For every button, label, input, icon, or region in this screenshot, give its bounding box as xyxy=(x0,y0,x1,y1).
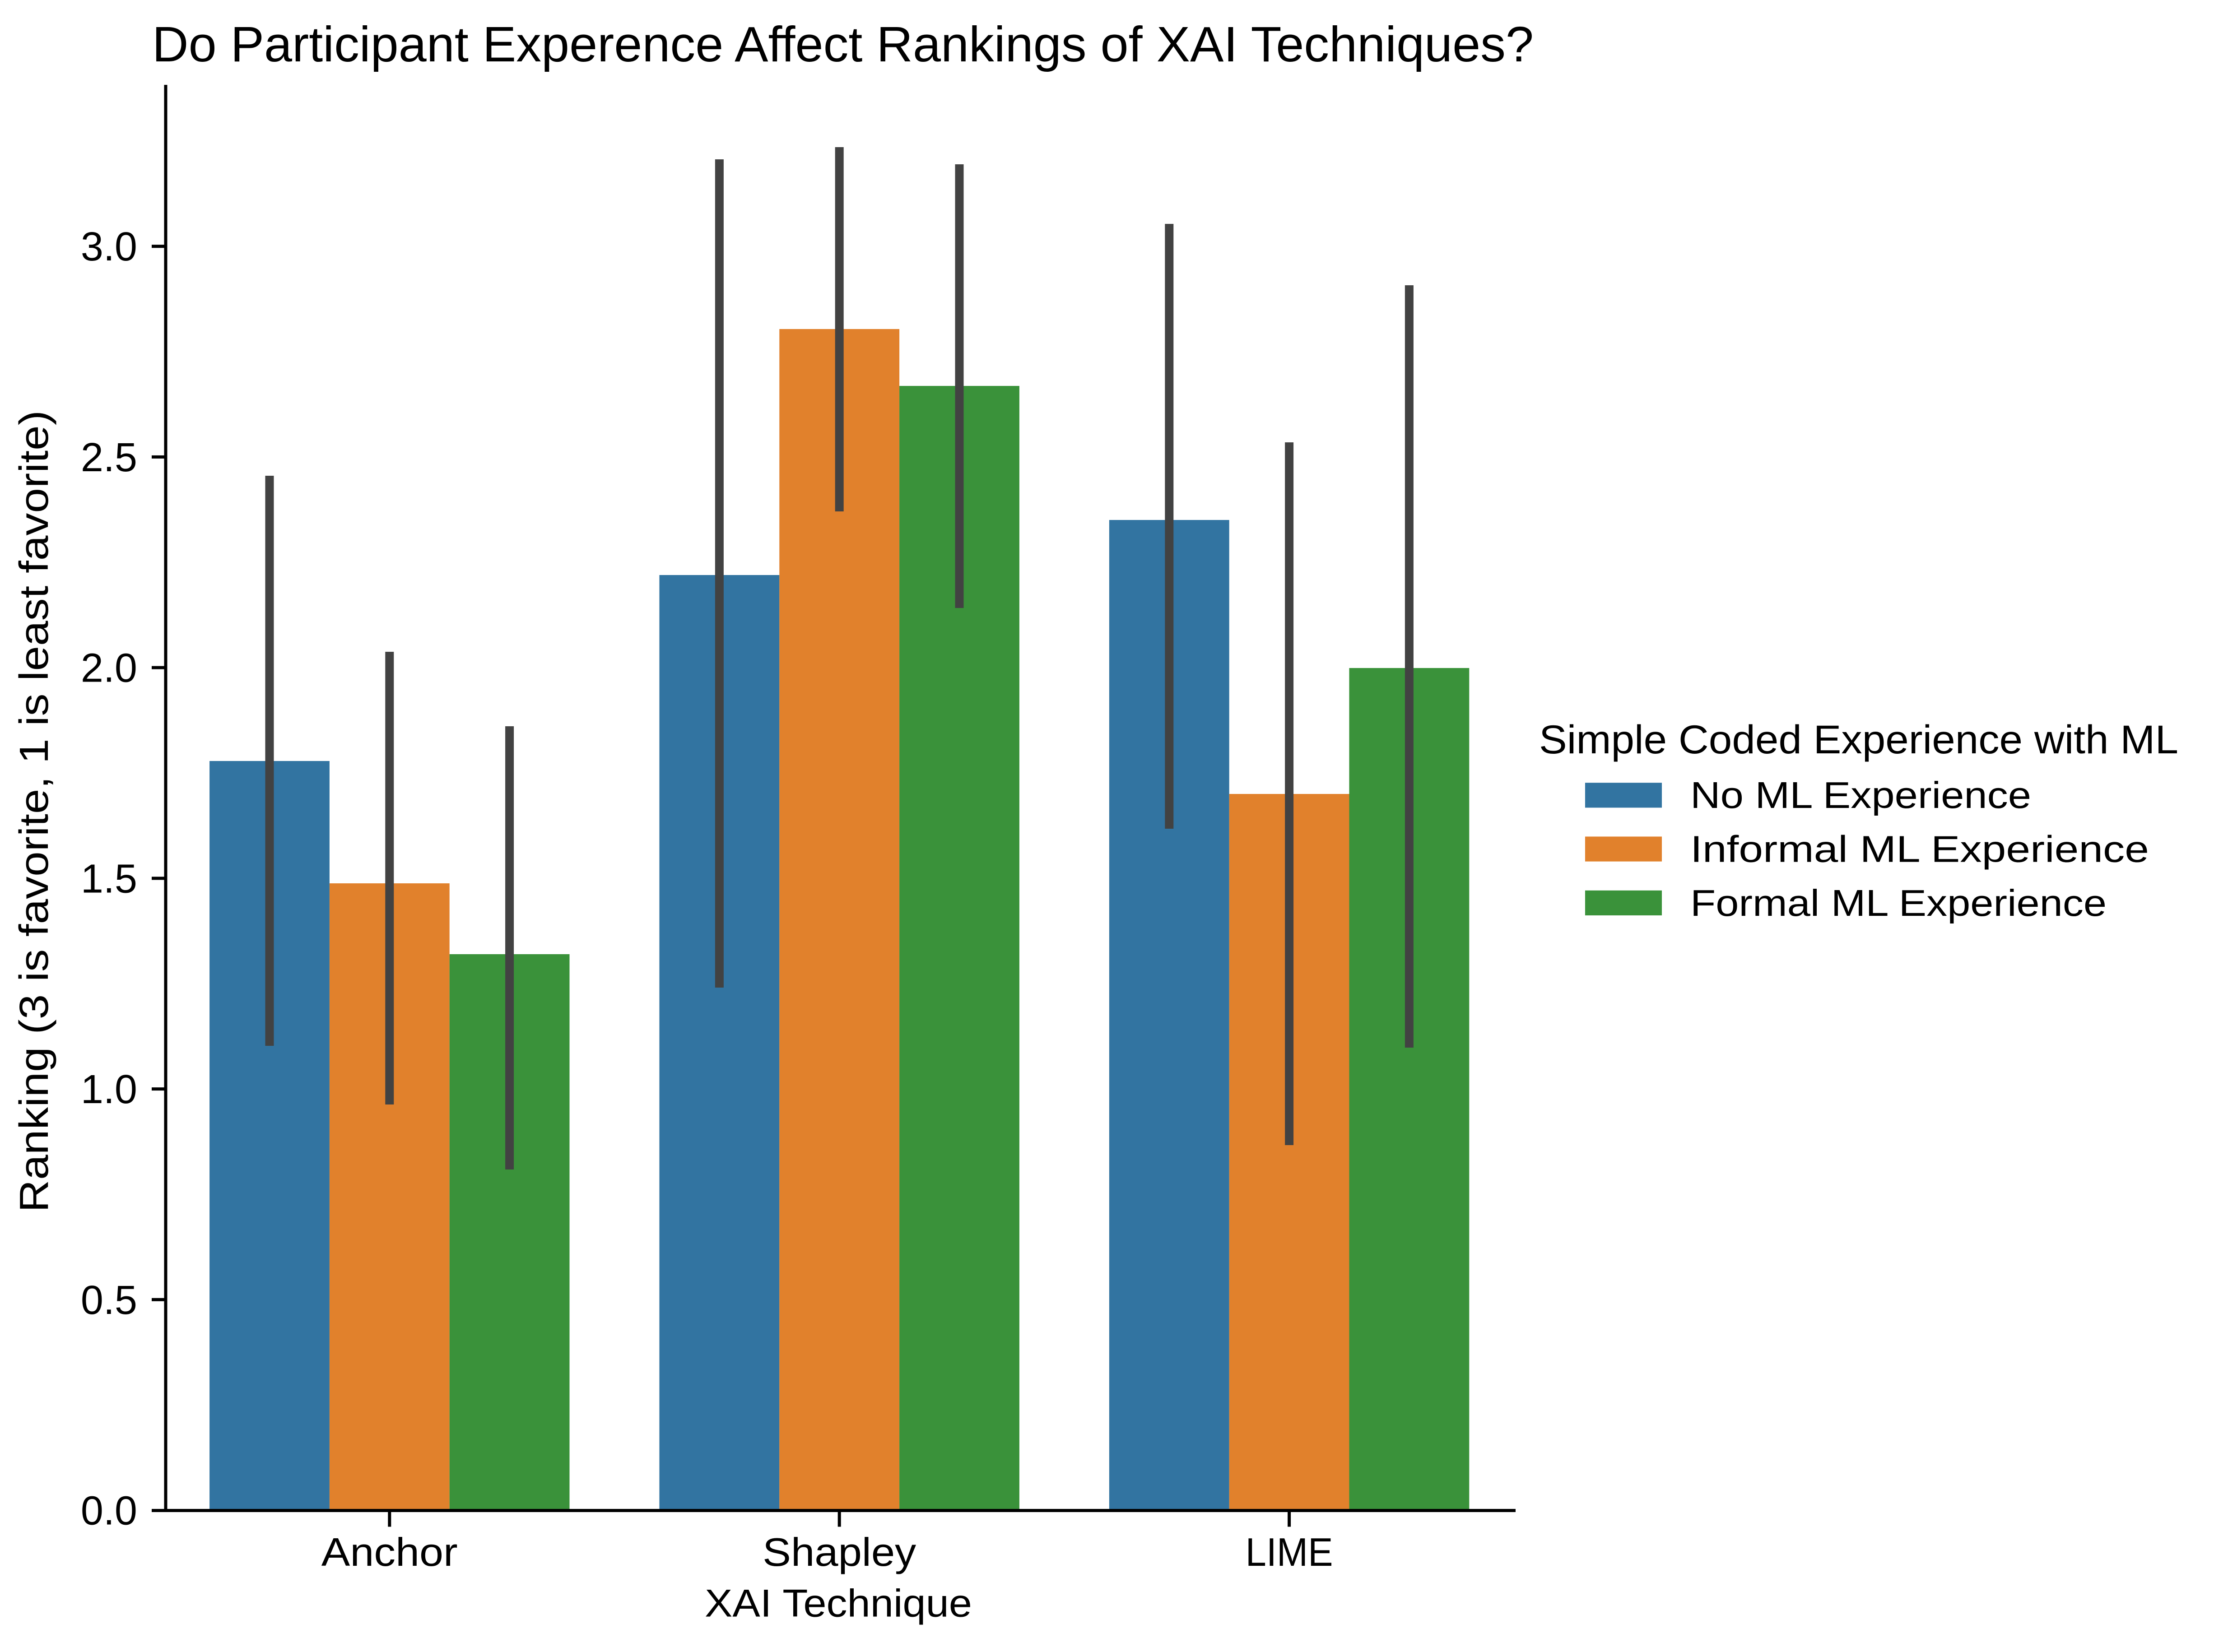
svg-text:Ranking (3 is favorite, 1 is l: Ranking (3 is favorite, 1 is least favor… xyxy=(12,410,57,1212)
svg-text:0.0: 0.0 xyxy=(81,1489,137,1534)
svg-text:2.5: 2.5 xyxy=(81,435,137,480)
svg-text:LIME: LIME xyxy=(1246,1530,1333,1574)
svg-text:No ML Experience: No ML Experience xyxy=(1690,774,2031,816)
svg-text:1.0: 1.0 xyxy=(81,1067,137,1112)
svg-text:XAI Technique: XAI Technique xyxy=(705,1582,972,1625)
svg-text:Anchor: Anchor xyxy=(321,1530,458,1574)
svg-text:1.5: 1.5 xyxy=(81,856,137,901)
svg-text:2.0: 2.0 xyxy=(81,646,137,691)
svg-text:Do Participant Experence Affec: Do Participant Experence Affect Rankings… xyxy=(152,17,1534,72)
svg-text:3.0: 3.0 xyxy=(81,224,137,269)
svg-text:0.5: 0.5 xyxy=(81,1278,137,1323)
svg-text:Shapley: Shapley xyxy=(763,1530,916,1574)
svg-text:Formal ML Experience: Formal ML Experience xyxy=(1690,882,2107,924)
svg-text:Simple Coded Experience with M: Simple Coded Experience with ML xyxy=(1539,717,2178,762)
svg-text:Informal ML Experience: Informal ML Experience xyxy=(1690,828,2149,870)
